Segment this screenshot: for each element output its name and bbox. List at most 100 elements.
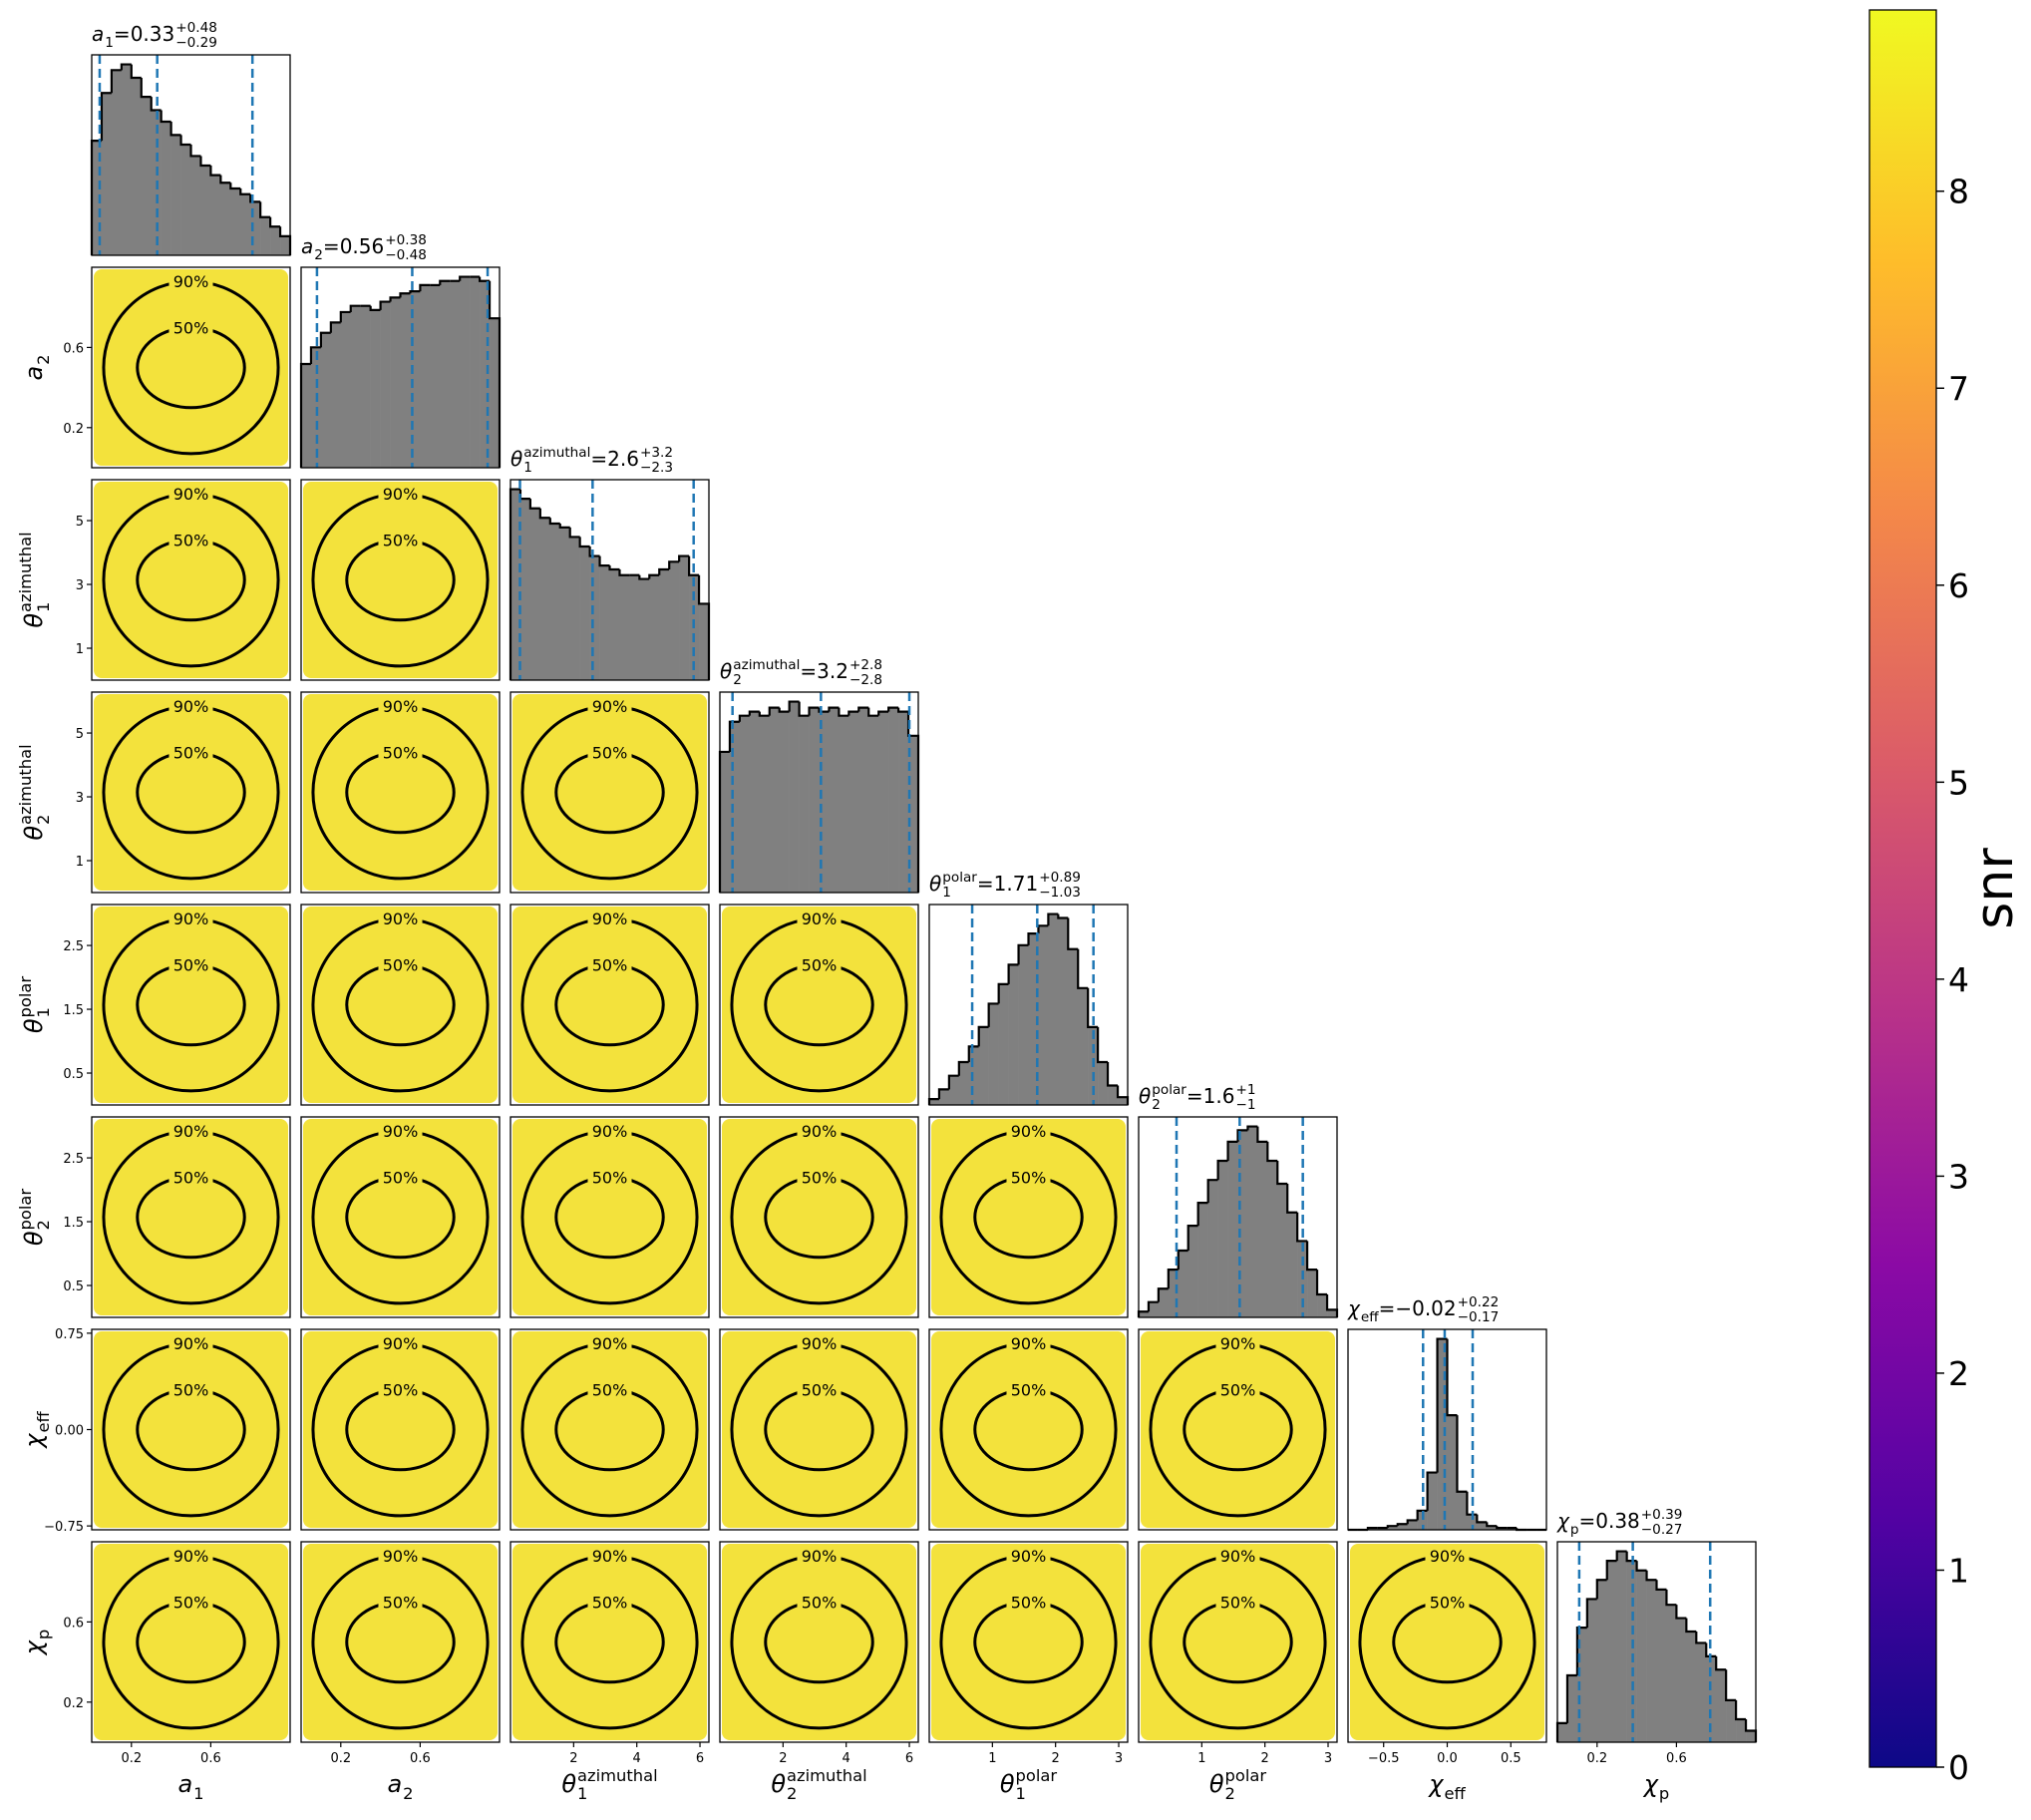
hist-bar: [1696, 1642, 1707, 1742]
hist-step: [1276, 1161, 1288, 1186]
hist-bar: [1098, 1062, 1109, 1105]
contour-label: 50%: [173, 743, 209, 762]
y-axis-label-sub: 1: [34, 602, 53, 612]
hist-bar: [1068, 948, 1079, 1105]
hist-bar: [440, 280, 451, 468]
hist-step: [828, 706, 840, 712]
hist-step: [1436, 1337, 1448, 1473]
hist-bar: [1666, 1605, 1677, 1742]
scatter-cloud: [303, 1331, 498, 1528]
panel-frame: [509, 479, 710, 681]
panel-frame: [509, 1116, 710, 1318]
panel-frame: [300, 691, 501, 894]
y-axis-label-sub: 1: [34, 1007, 53, 1017]
hist-step: [1067, 917, 1079, 950]
contour-label-bg: [587, 1592, 632, 1613]
x-tick-label: 0.2: [330, 1751, 351, 1766]
panel-title-sup: +2.8: [849, 657, 882, 673]
contour-label-bg: [169, 271, 213, 292]
panel-title-sub: −0.17: [1458, 1309, 1500, 1325]
hist-step: [558, 524, 570, 529]
hist-step: [1595, 1579, 1607, 1600]
colorbar-tick-label: 3: [1948, 1157, 1969, 1196]
panel-title-sup: azimuthal: [523, 445, 590, 461]
panel-title-sub: −2.8: [849, 672, 882, 688]
contour-label-bg: [169, 1379, 213, 1400]
x-axis-label-sup: azimuthal: [577, 1766, 658, 1785]
contour-label-bg: [1215, 1546, 1260, 1567]
panel-title-sub: −2.3: [640, 460, 673, 476]
hist-bar: [260, 216, 271, 255]
hist-step: [788, 700, 800, 712]
panel-frame: [91, 1116, 291, 1318]
hist-bar: [1277, 1184, 1288, 1317]
contour-label: 90%: [802, 1547, 838, 1566]
hist-bar: [968, 1046, 980, 1105]
contour-label: 50%: [383, 531, 419, 549]
panel-frame: [928, 1116, 1129, 1318]
hist-step: [1486, 1522, 1498, 1528]
x-axis-label: χ eff: [1427, 1770, 1466, 1803]
panel-frame: [91, 54, 291, 256]
scatter-cloud: [303, 1119, 498, 1315]
hist-bar: [480, 280, 491, 468]
hist-bar: [749, 711, 761, 893]
hist-step: [1266, 1141, 1278, 1163]
scatter-cloud: [94, 269, 288, 466]
hist-step: [1286, 1184, 1298, 1214]
hist-step: [100, 92, 112, 142]
hist-step: [269, 216, 281, 228]
hist-step: [369, 305, 381, 311]
hist-step: [1157, 1287, 1169, 1302]
x-axis-label-part: θ: [771, 1770, 786, 1798]
contour-label: 50%: [1011, 1380, 1047, 1399]
panel-title-part: θ: [720, 659, 732, 683]
hist-step: [1685, 1618, 1697, 1634]
hist-step: [1296, 1212, 1308, 1243]
hist-bar: [609, 568, 620, 680]
panel-frame: [91, 266, 291, 469]
panel-frame: [928, 1541, 1129, 1743]
hist-bar: [410, 291, 421, 468]
contour-label-bg: [1006, 1379, 1051, 1400]
contour-label: 50%: [802, 1168, 838, 1187]
hist-step: [728, 720, 740, 752]
hist-step: [399, 292, 411, 298]
contour-label: 50%: [592, 955, 628, 974]
hist-bar: [1467, 1514, 1478, 1530]
hist-bar: [430, 284, 441, 468]
x-tick-label: 3: [1324, 1751, 1332, 1766]
hist-step: [1565, 1673, 1577, 1723]
hist-step: [1446, 1338, 1458, 1417]
hist-step: [1186, 1225, 1198, 1251]
hist-bar: [1197, 1203, 1208, 1317]
panel-title-part: θ: [510, 447, 522, 471]
hist-step: [768, 706, 780, 716]
x-tick-label: 2: [779, 1751, 787, 1766]
hist-step: [658, 567, 670, 575]
hist-step: [867, 707, 879, 717]
hist-step: [528, 499, 540, 510]
hist-bar: [858, 707, 869, 893]
hist-bar: [370, 309, 381, 468]
contour-label-bg: [378, 1121, 423, 1142]
panel-title-sub: −0.27: [1641, 1522, 1683, 1538]
contour-label-bg: [378, 954, 423, 975]
hist-step: [1396, 1523, 1408, 1527]
hist-bar: [779, 711, 790, 893]
hist-bar: [579, 546, 590, 680]
contour-label-bg: [378, 1379, 423, 1400]
hist-step: [1575, 1627, 1587, 1675]
contour-label: 50%: [1220, 1380, 1256, 1399]
hist-step: [1615, 1550, 1627, 1562]
scatter-cloud: [1141, 1544, 1335, 1740]
hist-bar: [92, 141, 103, 255]
contour-label: 50%: [173, 1380, 209, 1399]
panel-frame: [300, 904, 501, 1106]
